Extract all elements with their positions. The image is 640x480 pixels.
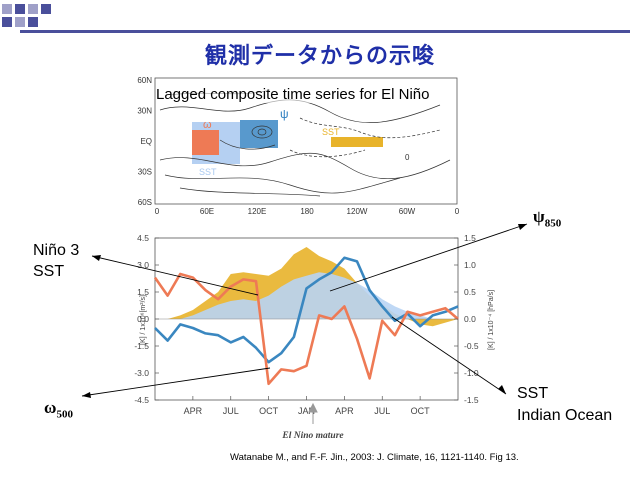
lat-tick-label: 30N	[137, 107, 152, 116]
map-omega-label: ω	[203, 119, 212, 131]
x-tick-label: JAN	[298, 406, 315, 416]
pointer-lines	[81, 223, 528, 397]
lat-tick-label: EQ	[140, 137, 152, 146]
right-tick-label: 1.0	[464, 260, 476, 270]
psi-pointer	[329, 223, 528, 292]
left-tick-label: 4.5	[137, 233, 149, 243]
left-tick-label: -4.5	[134, 395, 149, 405]
up-arrow-icon	[308, 402, 318, 424]
left-tick-label: 3.0	[137, 260, 149, 270]
map-psi-label: ψ	[280, 107, 289, 121]
pointer-arrowheads	[82, 224, 527, 398]
omega500-annotation: ω500	[44, 398, 73, 420]
line-ω500	[153, 272, 459, 386]
nino3-line1: Niño 3	[33, 242, 80, 259]
lat-tick-label: 60S	[138, 198, 152, 207]
sst-io-pointer	[391, 316, 507, 395]
lat-tick-label: 60N	[137, 76, 152, 85]
citation: Watanabe M., and F.-F. Jin., 2003: J. Cl…	[230, 452, 519, 463]
el-nino-mature-label: El Nino mature	[281, 431, 344, 441]
map-lat-ticks: 60N 30N EQ 30S 60S	[137, 76, 152, 207]
right-tick-label: -1.5	[464, 395, 479, 405]
nino3-arrowhead	[92, 255, 101, 261]
map-zero-label: 0	[405, 153, 410, 162]
lon-tick-label: 120E	[248, 207, 267, 216]
lon-tick-label: 60W	[399, 207, 416, 216]
title-rule	[20, 30, 630, 33]
x-tick-label: OCT	[411, 406, 431, 416]
psi850-annotation: ψ850	[533, 207, 561, 229]
right-tick-label: -1.0	[464, 368, 479, 378]
omega-subscript: 500	[56, 408, 73, 421]
nino3-pointer	[91, 255, 259, 296]
right-tick-label: 1.5	[464, 233, 476, 243]
psi-arrowhead	[518, 224, 527, 230]
lon-tick-label: 0	[455, 207, 460, 216]
lon-tick-label: 0	[155, 207, 160, 216]
omega-box	[192, 130, 219, 155]
x-tick-label: JUL	[223, 406, 239, 416]
sst-io-line1: SST	[517, 385, 549, 402]
el-nino-mature-marker: El Nino mature	[281, 402, 344, 441]
x-tick-label: OCT	[259, 406, 279, 416]
omega-pointer	[81, 367, 271, 397]
sst-indian-ocean-annotation: SST Indian Ocean	[517, 383, 612, 427]
psi-subscript: 850	[544, 217, 562, 230]
lon-tick-label: 60E	[200, 207, 214, 216]
slide-title: 観測データからの示唆	[204, 44, 435, 69]
nino3-line2: SST	[33, 263, 65, 280]
lon-tick-label: 120W	[347, 207, 368, 216]
left-tick-label: 1.5	[137, 287, 149, 297]
right-axis-label: [K] / 1x10⁻⁴ [hPa/s]	[488, 290, 495, 350]
map-sst-pacific-label: SST	[322, 127, 340, 137]
time-series-chart: 4.5 3.0 1.5 0.0 -1.5 -3.0 -4.5 1.5 1.0 0.5 0.0 -0.…	[134, 233, 495, 441]
map-lon-ticks: 0 60E 120E 180 120W 60W 0	[155, 207, 460, 216]
x-tick-label: APR	[335, 406, 354, 416]
sst-io-arrowhead	[498, 385, 506, 394]
left-tick-label: 0.0	[137, 314, 149, 324]
right-tick-label: -0.5	[464, 341, 479, 351]
sst-io-line2: Indian Ocean	[517, 407, 613, 424]
lon-tick-label: 180	[300, 207, 314, 216]
omega-arrowhead	[82, 392, 91, 398]
sst-pacific-box	[331, 137, 383, 147]
map-sst-io-label: SST	[199, 167, 217, 177]
left-tick-label: -1.5	[134, 341, 149, 351]
map-title: Lagged composite time series for El Niño	[156, 86, 430, 103]
left-axis-label: [K] / 1x10⁶[m²/s]	[140, 295, 147, 345]
x-tick-label: APR	[184, 406, 203, 416]
left-tick-label: -3.0	[134, 368, 149, 378]
omega-symbol: ω	[44, 398, 57, 417]
nino3-sst-annotation: Niño 3 SST	[33, 240, 79, 282]
x-tick-label: JUL	[374, 406, 390, 416]
decorative-squares	[2, 4, 51, 27]
right-tick-label: 0.0	[464, 314, 476, 324]
lat-tick-label: 30S	[138, 168, 152, 177]
right-tick-label: 0.5	[464, 287, 476, 297]
psi-symbol: ψ	[533, 207, 545, 226]
